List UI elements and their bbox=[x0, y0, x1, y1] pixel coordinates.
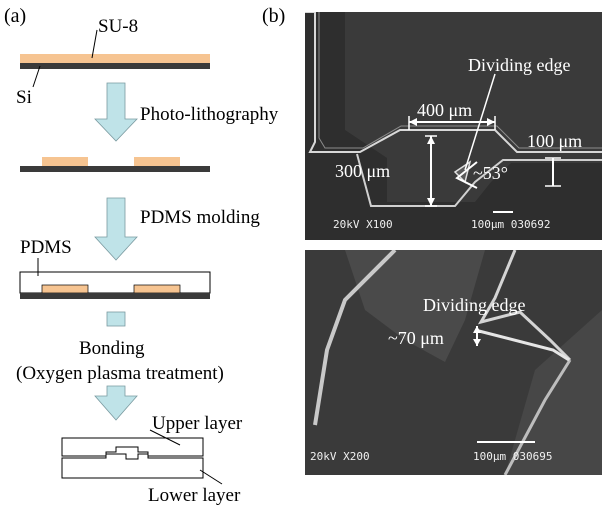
si-substrate-2 bbox=[20, 166, 210, 172]
upper-layer-leader-line bbox=[149, 429, 181, 446]
sem-top-structure bbox=[305, 12, 602, 240]
channel-region bbox=[305, 12, 602, 240]
su8-feature-1 bbox=[42, 157, 88, 166]
lower-layer bbox=[61, 453, 204, 479]
sem-bottom-dividing-edge-label: Dividing edge bbox=[423, 295, 526, 315]
lower-layer-leader-line bbox=[199, 469, 223, 485]
sem-top-width-label: 400 μm bbox=[417, 100, 473, 120]
su8-feature-2 bbox=[134, 157, 180, 166]
process-arrow-2 bbox=[94, 197, 138, 261]
wall-edge-middle bbox=[477, 250, 572, 362]
panel-a-label: (a) bbox=[4, 5, 27, 27]
sem-bottom-structure bbox=[313, 250, 602, 475]
su8-mold-1 bbox=[41, 284, 89, 294]
sem-top-info-right: 100μm 030692 bbox=[471, 218, 551, 231]
su8-layer-full bbox=[20, 54, 210, 63]
channel-edge-top bbox=[305, 12, 602, 153]
sem-top-outlet-label: 100 μm bbox=[527, 131, 583, 151]
channel-edge-inner bbox=[318, 12, 602, 149]
sem-top-info-left: 20kV X100 bbox=[333, 218, 393, 231]
sem-image-bottom: Dividing edge ~70 μm 20kV X200 100μm 030… bbox=[305, 250, 602, 475]
sem-bottom-thickness-label: ~70 μm bbox=[388, 328, 444, 348]
upper-layer-label: Upper layer bbox=[152, 413, 243, 434]
step-bonding-label: Bonding bbox=[79, 338, 145, 359]
process-arrow-1 bbox=[94, 82, 138, 142]
su8-leader-line bbox=[91, 29, 98, 59]
sem-top-height-label: 300 μm bbox=[335, 161, 391, 181]
channel-edge-bottom bbox=[356, 153, 602, 207]
panel-b-label: (b) bbox=[262, 5, 286, 27]
sem-image-top: Dividing edge 400 μm 100 μm 300 μm ~53° … bbox=[305, 12, 602, 240]
wall-edge-right bbox=[503, 359, 572, 475]
fabrication-process-diagram bbox=[19, 29, 223, 485]
lower-layer-label: Lower layer bbox=[148, 485, 241, 506]
su8-mold-2 bbox=[133, 284, 181, 294]
pdms-label: PDMS bbox=[20, 237, 72, 258]
raised-region-upper bbox=[345, 250, 485, 362]
process-arrow-3-stem bbox=[106, 311, 126, 327]
si-substrate-3 bbox=[20, 293, 210, 299]
si-substrate-1 bbox=[20, 63, 210, 69]
step-pdms-molding-label: PDMS molding bbox=[140, 207, 260, 228]
si-leader-line bbox=[32, 65, 41, 88]
step-bonding-detail-label: (Oxygen plasma treatment) bbox=[16, 363, 224, 384]
sem-top-angle-label: ~53° bbox=[473, 163, 508, 183]
sem-bottom-info-right: 100μm 030695 bbox=[473, 450, 553, 463]
step-photolithography-label: Photo-lithography bbox=[140, 104, 279, 125]
sem-top-dividing-edge-label: Dividing edge bbox=[468, 55, 571, 75]
raised-region-right bbox=[505, 310, 602, 475]
dividing-edge-ridge bbox=[474, 328, 570, 362]
process-arrow-3-head bbox=[94, 385, 138, 421]
sem-bottom-info-left: 20kV X200 bbox=[310, 450, 370, 463]
upper-layer bbox=[61, 437, 204, 457]
su8-label: SU-8 bbox=[98, 16, 139, 37]
wall-edge-upper bbox=[313, 250, 397, 426]
si-label: Si bbox=[16, 87, 32, 108]
